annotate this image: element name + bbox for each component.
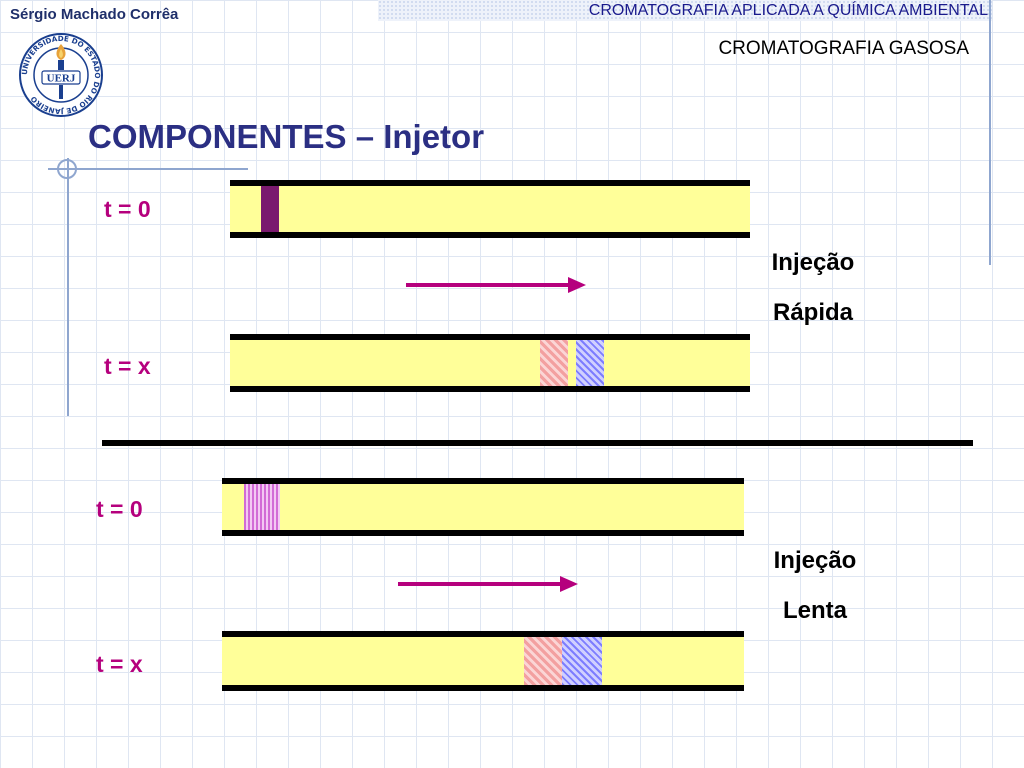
fast-injection-label-line2: Rápida [772,299,853,326]
slow-t0-column [222,478,744,536]
section-divider [102,440,973,446]
slow-injection-label-line1: Injeção [773,547,857,574]
course-title: CROMATOGRAFIA APLICADA A QUÍMICA AMBIENT… [588,2,988,19]
slide-title: COMPONENTES – Injetor [88,118,485,155]
overlapping-band-blue [562,637,602,685]
uerj-logo-icon: UNIVERSIDADE DO ESTADO DO RIO DE JANEIRO… [19,33,103,117]
logo-center-text: UERJ [47,73,76,85]
overlapping-band-red [524,637,562,685]
header-bar [378,0,992,21]
fast-tx-label: t = x [104,353,151,379]
fast-tx-column [230,334,750,392]
right-arrow-icon [398,576,578,592]
separated-band-red [540,340,568,386]
title-underline [48,168,248,170]
fast-t0-column [230,180,750,238]
crosshair-decoration [57,159,77,179]
fast-t0-label: t = 0 [104,196,151,222]
sample-band-wide [244,484,280,530]
slow-tx-column [222,631,744,691]
right-decorative-line [989,0,991,265]
author-name: Sérgio Machado Corrêa [10,6,179,23]
right-arrow-icon [406,277,586,293]
fast-injection-label-line1: Injeção [771,249,855,276]
slow-t0-label: t = 0 [96,496,143,522]
separated-band-blue [576,340,604,386]
left-decorative-line [67,158,69,416]
sample-band-narrow [261,186,279,232]
slow-injection-label-line2: Lenta [782,597,847,624]
subject-title: CROMATOGRAFIA GASOSA [718,38,969,59]
slow-tx-label: t = x [96,651,143,677]
